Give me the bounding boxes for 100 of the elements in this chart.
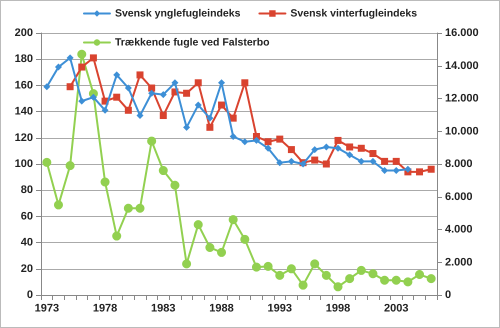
point	[241, 79, 248, 86]
point	[356, 266, 366, 275]
point	[415, 270, 424, 280]
y2-tick-label: 14.000	[445, 60, 479, 72]
point	[288, 146, 295, 154]
point	[264, 138, 272, 146]
point	[43, 83, 50, 90]
point	[286, 264, 296, 274]
y2-tick-label: 2.000	[445, 256, 473, 268]
y-tick-label: 100	[14, 158, 33, 170]
point	[230, 132, 237, 140]
point	[148, 90, 156, 97]
y-tick-label: 160	[14, 79, 33, 92]
y-tick-label: 200	[14, 27, 33, 39]
point	[112, 232, 122, 241]
point	[346, 151, 354, 158]
point	[206, 114, 214, 122]
point	[322, 143, 330, 150]
point	[358, 144, 365, 152]
point	[334, 136, 342, 144]
point	[158, 166, 168, 176]
y-tick-label: 80	[20, 184, 33, 196]
y2-tick-label: 12.000	[445, 92, 479, 104]
y2-tick-label: 0	[445, 289, 452, 301]
y2-tick-label: 4.000	[445, 224, 473, 236]
point	[194, 102, 202, 109]
legend-label: Trækkende fugle ved Falsterbo	[114, 36, 270, 48]
point	[368, 269, 378, 278]
x-tick-label: 1998	[326, 302, 350, 314]
point	[264, 144, 272, 152]
point	[310, 259, 320, 268]
y2-tick-label: 16.000	[445, 27, 479, 39]
point	[403, 277, 412, 286]
point	[136, 204, 144, 213]
point	[392, 276, 401, 285]
point	[124, 204, 133, 213]
point	[404, 166, 412, 173]
point	[78, 64, 86, 71]
point	[170, 180, 180, 190]
x-tick-label: 1983	[151, 302, 176, 314]
point	[42, 158, 52, 167]
y-tick-label: 20	[20, 262, 33, 275]
y-tick-label: 180	[14, 53, 33, 66]
point	[113, 71, 120, 78]
point	[392, 167, 400, 174]
point	[311, 146, 318, 154]
point	[334, 144, 342, 152]
point	[369, 150, 376, 158]
point	[194, 79, 202, 86]
point	[160, 91, 167, 98]
y-tick-label: 120	[14, 132, 33, 144]
point	[78, 98, 86, 105]
point	[392, 158, 400, 165]
point	[90, 54, 97, 62]
point	[276, 159, 284, 166]
point	[77, 50, 86, 59]
y-tick-label: 0	[26, 289, 33, 301]
point	[113, 94, 120, 101]
point	[171, 79, 178, 86]
y2-tick-label: 8.000	[445, 158, 473, 170]
point	[100, 178, 110, 187]
point	[54, 64, 62, 71]
point	[346, 143, 354, 150]
point	[182, 259, 192, 268]
point	[345, 274, 354, 284]
point	[380, 276, 390, 285]
point	[416, 168, 424, 176]
point	[230, 114, 237, 122]
y-tick-label: 140	[14, 106, 33, 118]
point	[66, 83, 74, 90]
x-tick-label: 1988	[209, 302, 234, 314]
point	[206, 124, 214, 131]
point	[252, 262, 261, 272]
point	[358, 158, 365, 165]
x-tick-label: 1993	[268, 302, 292, 314]
x-tick-label: 2003	[384, 302, 408, 314]
point	[275, 270, 284, 280]
y2-tick-label: 10.000	[445, 125, 479, 138]
point	[241, 138, 248, 146]
point	[66, 161, 75, 170]
x-tick-label: 1973	[34, 302, 60, 314]
point	[183, 90, 190, 97]
point	[426, 274, 436, 284]
y-tick-label: 40	[20, 236, 33, 249]
point	[54, 200, 63, 210]
point	[194, 220, 203, 230]
point	[334, 282, 342, 292]
point	[102, 106, 109, 114]
legend-label: Svensk vinterfugleindeks	[290, 8, 418, 20]
point	[66, 54, 74, 62]
point	[288, 158, 295, 165]
point	[228, 215, 238, 224]
point	[90, 94, 97, 101]
point	[322, 160, 330, 168]
point	[252, 136, 260, 144]
point	[205, 243, 214, 252]
point	[381, 158, 388, 165]
point	[428, 166, 435, 173]
point	[276, 136, 284, 143]
point	[147, 136, 156, 146]
